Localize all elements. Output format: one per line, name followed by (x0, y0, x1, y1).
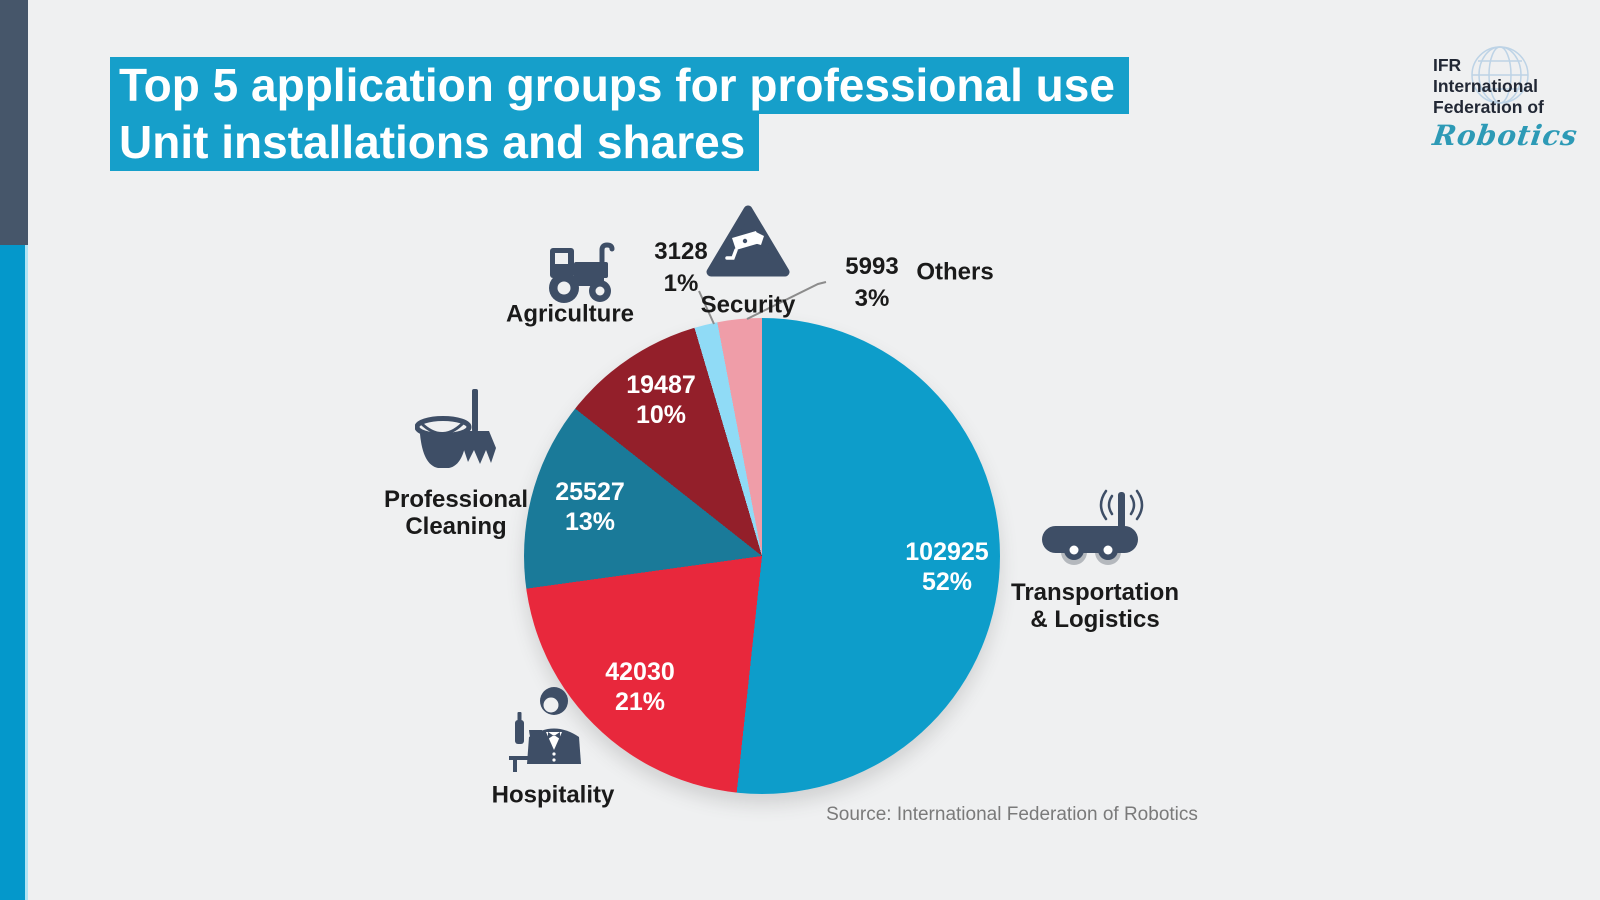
bucket-and-broom-icon (415, 389, 496, 468)
logo-line-3: Federation of (1433, 97, 1544, 117)
logo-line-1: IFR (1433, 55, 1462, 75)
pie-chart (524, 318, 1000, 794)
slice-label-cleaning: 25527 13% (555, 477, 625, 537)
source-note: Source: International Federation of Robo… (826, 804, 1198, 825)
left-accent-bar-cyan (0, 245, 28, 900)
category-label-others: Others (916, 258, 994, 286)
waiter-icon (509, 687, 581, 772)
ifr-logo: IFR International Federation of Robotics (1430, 46, 1593, 152)
category-label-line: Transportation (1010, 579, 1180, 606)
category-label-cleaning: Professional Cleaning (384, 486, 528, 540)
category-label-line: Professional (383, 486, 529, 513)
page-title: Top 5 application groups for professiona… (110, 57, 1129, 171)
slice-label-others-values: 5993 3% (845, 251, 898, 315)
slice-label-hospitality: 42030 21% (605, 657, 675, 717)
security-camera-sign-icon (706, 205, 790, 277)
slice-value: 102925 (905, 538, 989, 566)
slice-value: 19487 (626, 371, 696, 399)
left-accent-bar-dark (0, 0, 28, 245)
category-label-transportation: Transportation & Logistics (1011, 579, 1179, 633)
leader-lines (698, 281, 827, 325)
left-accent-bar-stripe (25, 245, 28, 900)
category-label-line: Cleaning (405, 513, 507, 540)
slice-value: 25527 (555, 478, 625, 506)
category-label-security: Security (700, 291, 796, 319)
slice-percent: 13% (564, 508, 616, 536)
slice-percent: 52% (921, 568, 973, 596)
slice-label-transportation: 102925 52% (905, 537, 988, 597)
category-label-line: & Logistics (1030, 606, 1160, 633)
slice-label-agriculture: 19487 10% (626, 370, 696, 430)
logo-script-robotics: Robotics (1430, 119, 1580, 152)
slice-percent: 10% (635, 401, 687, 429)
title-line-2: Unit installations and shares (110, 114, 760, 171)
slice-value: 5993 (845, 253, 899, 280)
tractor-icon (549, 242, 615, 303)
agv-robot-icon (1042, 489, 1144, 565)
title-line-1: Top 5 application groups for professiona… (110, 57, 1129, 114)
slice-percent: 21% (614, 688, 666, 716)
globe-icon (1471, 46, 1529, 104)
slice-value: 42030 (605, 658, 675, 686)
logo-line-2: International (1433, 76, 1539, 96)
slice-label-security-values: 3128 1% (654, 236, 707, 300)
category-label-hospitality: Hospitality (491, 781, 615, 809)
slice-percent: 1% (663, 270, 699, 297)
category-label-agriculture: Agriculture (505, 300, 635, 328)
slice-value: 3128 (654, 238, 708, 265)
slice-percent: 3% (854, 285, 890, 312)
